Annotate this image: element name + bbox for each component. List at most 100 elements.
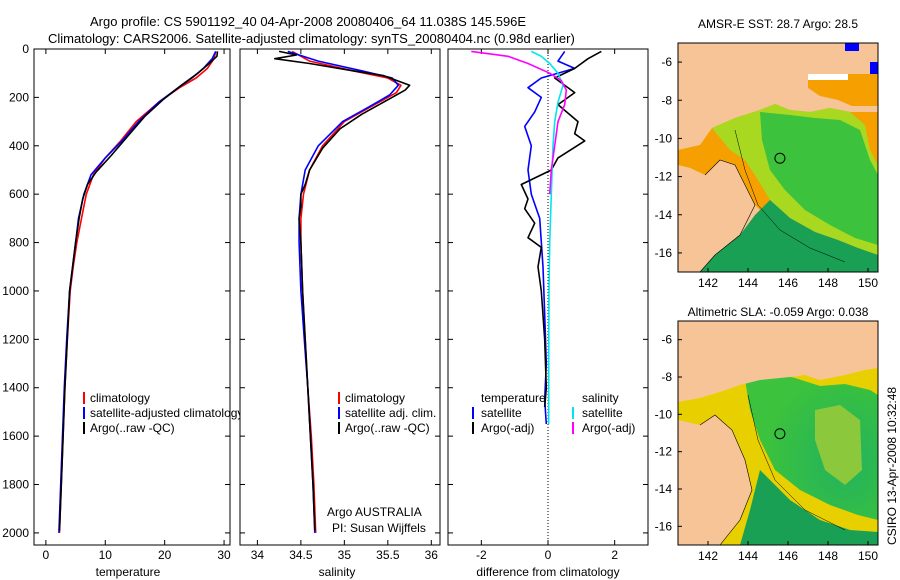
map-x-tick-label: 144 [738,549,758,563]
map-y-tick-label: -14 [655,482,673,496]
salinity-legend: climatology satellite adj. clim. Argo(..… [338,391,436,435]
sea-green [760,112,878,245]
y-tick-label: 2000 [2,526,29,540]
salinity-xlabel: salinity [319,565,356,579]
land-new-guinea [678,321,878,402]
legend-swatch-climatology [338,392,340,404]
temperature-xlabel: temperature [96,565,161,579]
sea-dark-green [700,200,878,272]
x-tick-label: 35.5 [376,548,400,562]
sst-map-image [678,43,878,272]
map-y-tick-label: -6 [661,333,672,347]
header-line1: Argo profile: CS 5901192_40 04-Apr-2008 … [90,14,526,29]
coastline [699,414,753,545]
annotation-pi: PI: Susan Wijffels [332,521,426,535]
cold-patch [845,43,859,51]
legend-swatch-climatology [83,392,85,404]
land-cape-york [678,415,752,545]
legend-label-argo: Argo(..raw -QC) [345,421,430,435]
legend-title-temperature: temperature [481,391,546,405]
legend-label-sal-argo: Argo(-adj) [582,421,635,435]
map-x-tick-label: 146 [778,276,798,290]
map-x-tick-label: 142 [698,276,718,290]
map-y-tick-label: -8 [661,370,672,384]
series-line-salinity-argo-adj [471,50,568,195]
sea-eddy [815,405,862,485]
map-x-tick-label: 142 [698,549,718,563]
legend-swatch-sal-satellite [572,407,574,419]
series-line-salinity-satellite [530,50,564,424]
map-x-tick-label: 144 [738,276,758,290]
x-tick-label: 34 [251,548,265,562]
temperature-axes-frame [33,48,231,546]
y-tick-label: 200 [9,90,29,104]
x-tick-label: 36 [425,548,439,562]
map-y-tick-label: -16 [655,246,673,260]
argo-position-marker [774,428,786,440]
difference-axes-frame [447,48,649,546]
map-y-tick-label: -10 [655,131,673,145]
header-line2: Climatology: CARS2006. Satellite-adjuste… [48,31,575,46]
series-line-temperature-satellite [523,50,576,425]
argo-position-marker [774,152,786,164]
legend-label-sal-satellite: satellite [582,406,623,420]
sla-map-panel: Altimetric SLA: -0.059 Argo: 0.038 142 14… [655,305,879,563]
cold-patch-east [870,62,878,74]
salinity-axes-frame [239,48,441,546]
legend-swatch-argo [83,422,85,434]
sst-map-frame [677,42,879,273]
reef-contour [734,129,846,263]
x-tick-label: 10 [99,548,113,562]
legend-swatch-satellite [338,407,340,419]
legend-swatch-satellite [83,407,85,419]
legend-label-temp-argo: Argo(-adj) [481,421,534,435]
sea-dark-green [740,470,878,545]
legend-label-satellite: satellite-adjusted climatology [90,406,243,420]
series-line-argo-raw-qc [58,51,219,531]
missing-data-patch [808,74,848,80]
sla-map-title: Altimetric SLA: -0.059 Argo: 0.038 [688,305,869,319]
legend-label-climatology: climatology [90,391,150,405]
legend-title-salinity: salinity [582,391,619,405]
x-tick-label: 35 [338,548,352,562]
y-tick-label: 400 [9,139,29,153]
legend-swatch-temp-argo [472,422,474,434]
y-tick-label: 1200 [2,332,29,346]
map-y-tick-label: -14 [655,208,673,222]
reef-contour [747,394,846,531]
y-tick-label: 1000 [2,284,29,298]
land-new-guinea [678,43,878,138]
x-tick-label: 34.5 [289,548,313,562]
annotation-argo-australia: Argo AUSTRALIA [327,505,422,519]
sla-map-frame [677,320,879,546]
credit-timestamp: CSIRO 13-Apr-2008 10:32:48 [885,387,899,545]
y-tick-label: 1400 [2,381,29,395]
x-tick-label: 0 [43,548,50,562]
map-x-tick-label: 148 [818,276,838,290]
map-y-tick-label: -6 [661,55,672,69]
difference-legend: temperature satellite Argo(-adj) salinit… [472,391,635,435]
sla-map-image [678,321,878,545]
land-cape-york [678,160,755,272]
coastline [699,159,756,272]
map-x-tick-label: 146 [778,549,798,563]
x-tick-label: 2 [611,548,618,562]
legend-label-temp-satellite: satellite [481,406,522,420]
difference-xlabel: difference from climatology [476,565,619,579]
legend-swatch-argo [338,422,340,434]
legend-label-argo: Argo(..raw -QC) [90,421,175,435]
x-tick-label: 30 [217,548,231,562]
temperature-legend: climatology satellite-adjusted climatolo… [83,391,243,435]
series-line-argo-raw-qc [274,50,411,531]
legend-label-climatology: climatology [345,391,405,405]
map-x-tick-label: 150 [858,549,878,563]
x-tick-label: 0 [545,548,552,562]
map-x-tick-label: 150 [858,276,878,290]
legend-swatch-sal-argo [572,422,574,434]
map-y-tick-label: -10 [655,407,673,421]
x-tick-label: -2 [476,548,487,562]
salinity-panel: 34 34.5 35 35.5 36 salinity climatology sate… [239,48,441,579]
y-tick-label: 0 [22,42,29,56]
y-tick-label: 1600 [2,429,29,443]
